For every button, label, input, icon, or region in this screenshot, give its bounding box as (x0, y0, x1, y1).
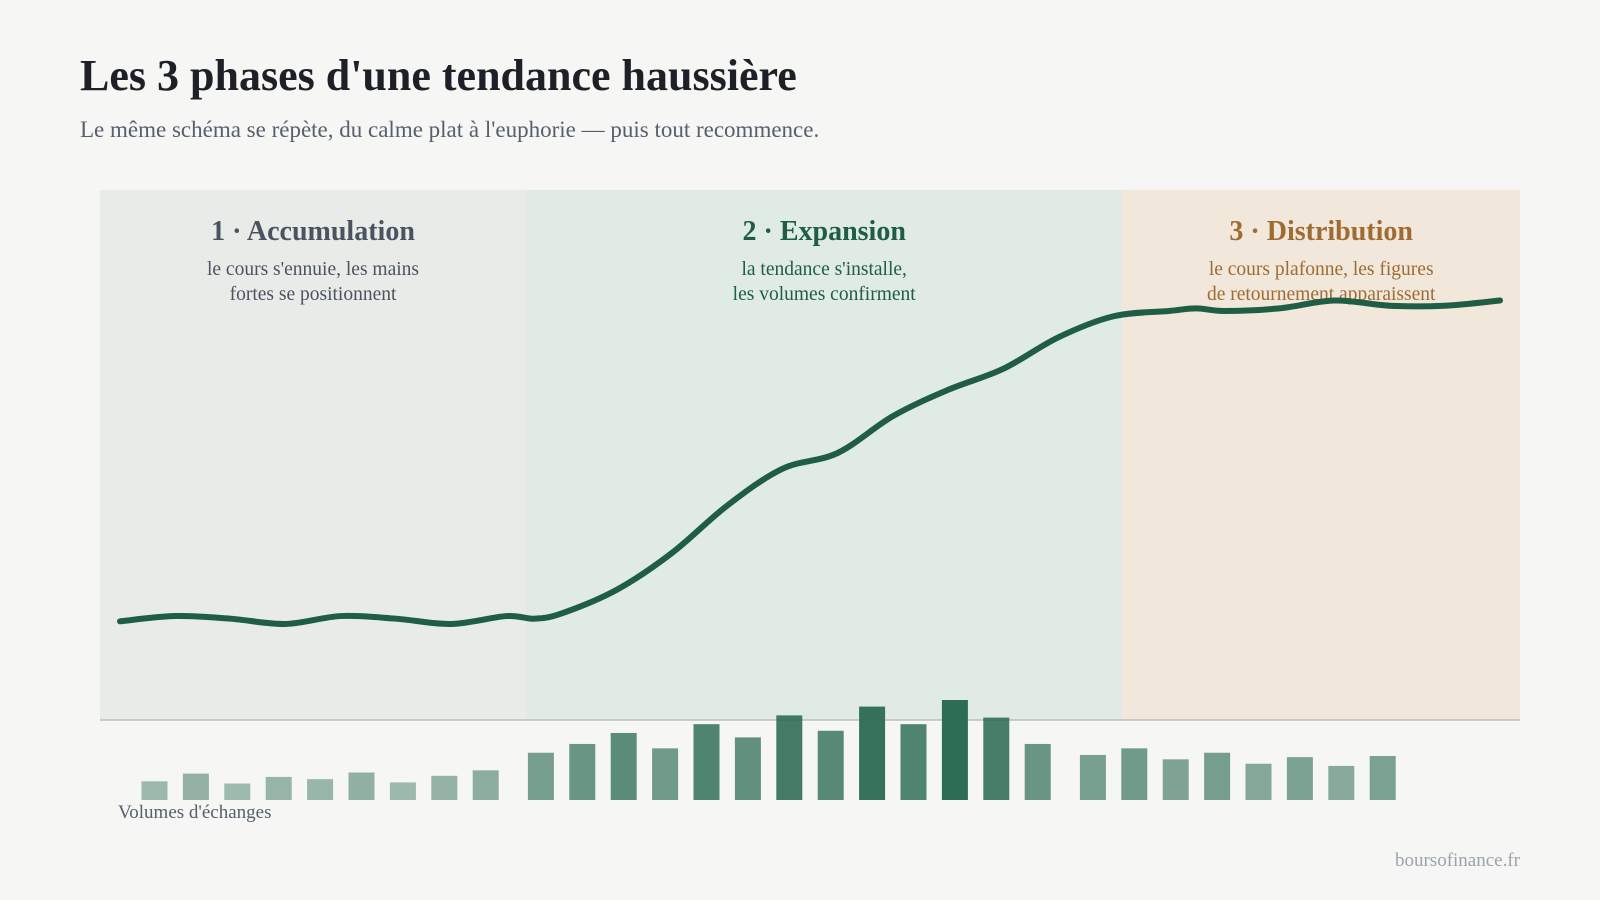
volume-bar (348, 772, 375, 800)
volume-bar (859, 706, 886, 800)
phase-expansion-desc-line1: la tendance s'installe, (741, 259, 906, 280)
volume-bar (734, 737, 761, 800)
volume-bar (307, 779, 334, 800)
phase-expansion-title: 2 · Expansion (742, 216, 906, 247)
volume-bar (182, 773, 209, 800)
volume-bar (900, 724, 927, 800)
phase-accumulation-desc-line2: fortes se positionnent (230, 284, 397, 305)
price-line (117, 297, 1503, 627)
volume-bar (431, 775, 458, 800)
volume-bar (389, 782, 416, 800)
volume-bar (569, 743, 596, 800)
volume-label: Volumes d'échanges (118, 802, 271, 823)
phase-expansion-desc-line2: les volumes confirment (733, 284, 917, 305)
page-title: Les 3 phases d'une tendance haussière (80, 51, 797, 100)
phase-distribution-desc-line2: de retournement apparaissent (1207, 284, 1436, 305)
volume-bar (652, 748, 679, 800)
phase-accumulation-title: 1 · Accumulation (211, 216, 415, 247)
volume-bar (1245, 763, 1272, 800)
volume-bar (693, 724, 720, 800)
volume-bar (527, 752, 554, 800)
volume-bar (1162, 759, 1189, 800)
phase-distribution-background (1122, 190, 1520, 720)
volume-bar (776, 715, 803, 800)
volume-bars (141, 700, 1396, 800)
phase-distribution-title: 3 · Distribution (1229, 216, 1413, 247)
volume-bar (1286, 757, 1313, 800)
volume-bar (224, 783, 251, 800)
volume-bar (1121, 748, 1148, 800)
page-subtitle: Le même schéma se répète, du calme plat … (80, 117, 820, 142)
volume-bar (1024, 743, 1051, 800)
volume-bar (610, 732, 637, 800)
volume-bar (1328, 765, 1355, 800)
volume-bar (941, 700, 968, 800)
phase-distribution-desc-line1: le cours plafonne, les figures (1209, 259, 1434, 280)
phase-accumulation-desc-line1: le cours s'ennuie, les mains (207, 259, 419, 280)
phase-accumulation-background (100, 190, 526, 720)
volume-bar (1079, 754, 1106, 800)
volume-bar (983, 717, 1010, 800)
volume-bar (141, 781, 168, 800)
source-credit: boursofinance.fr (1394, 850, 1520, 871)
volume-bar (265, 776, 292, 800)
volume-bar (1369, 756, 1396, 800)
volume-bar (1204, 752, 1231, 800)
volume-bar (472, 770, 499, 800)
volume-bar (817, 730, 844, 800)
